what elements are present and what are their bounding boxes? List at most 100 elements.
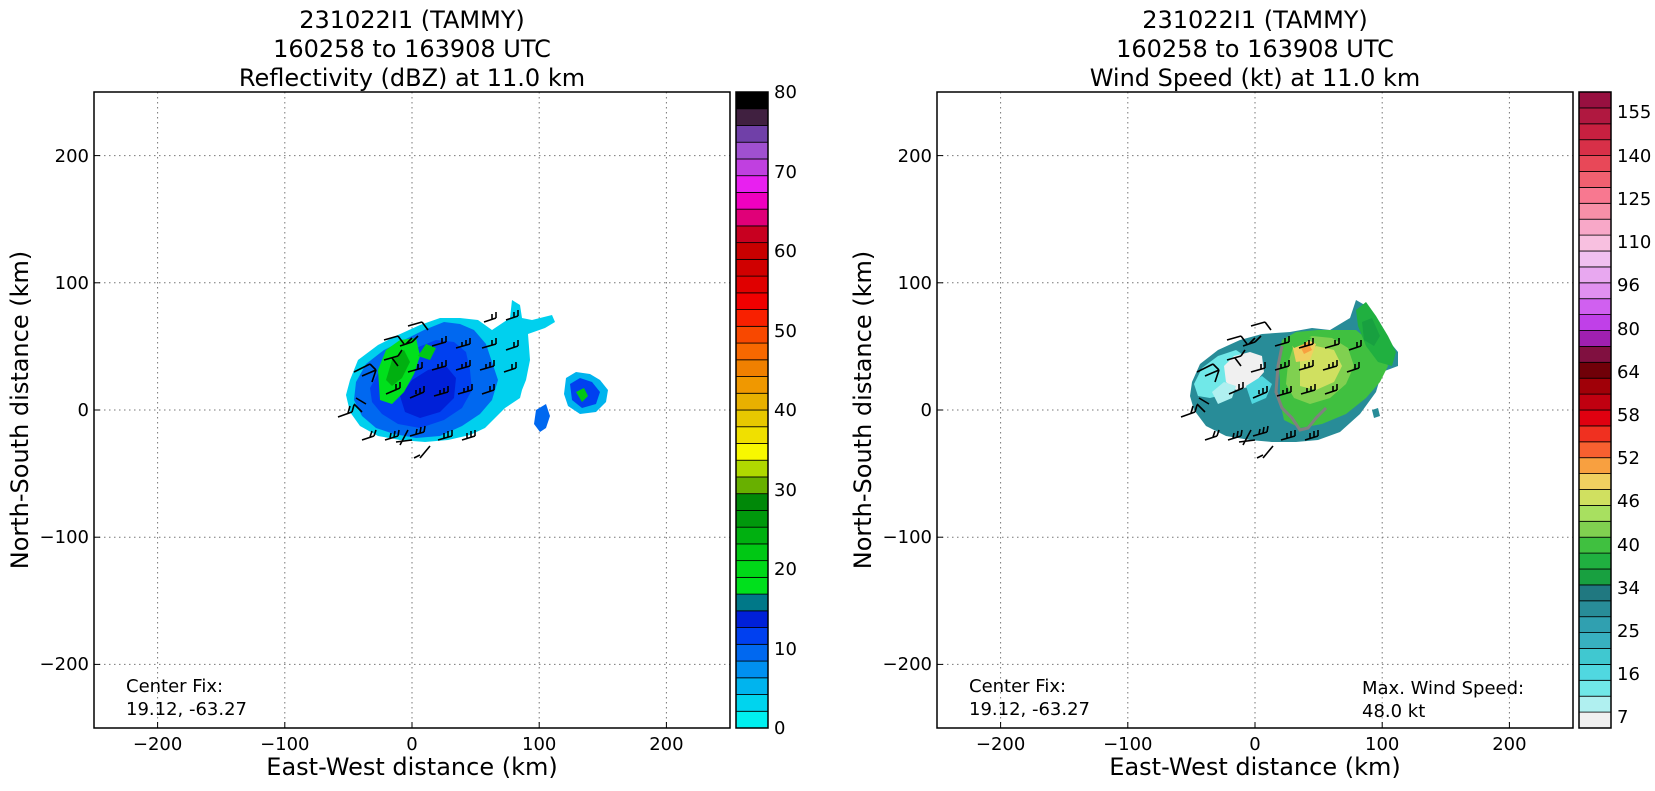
wind-tick-marks <box>937 155 1510 728</box>
reflectivity-colorbar-tick-label: 20 <box>774 559 797 580</box>
reflectivity-colorbar-tick-label: 80 <box>774 82 797 103</box>
wind-colorbar-tick-label: 16 <box>1617 664 1640 685</box>
colorbar-swatch <box>735 443 769 461</box>
wind-colorbar-tick-label: 34 <box>1617 578 1640 599</box>
colorbar-swatch <box>1578 632 1612 649</box>
wind-colorbar-tick-label: 110 <box>1617 232 1651 253</box>
colorbar-swatch <box>1578 409 1612 427</box>
wind-colorbar-ticks: 7 16 25 34 40 46 52 58 64 80 96 110 125 … <box>1617 102 1651 728</box>
colorbar-swatch <box>735 108 769 126</box>
wind-x-tick-label: 200 <box>1492 734 1526 755</box>
reflectivity-panel: 231022I1 (TAMMY) 160258 to 163908 UTC Re… <box>6 6 797 781</box>
wind-y-tick-label: 200 <box>898 146 932 167</box>
reflectivity-title-line-2: 160258 to 163908 UTC <box>273 35 551 63</box>
reflectivity-x-tick-label: 200 <box>649 734 683 755</box>
wind-y-axis-label: North-South distance (km) <box>849 251 877 570</box>
wind-colorbar-tick-label: 155 <box>1617 102 1651 123</box>
wind-x-tick-label: −100 <box>1103 734 1152 755</box>
wind-wind-barbs <box>1180 321 1362 459</box>
colorbar-swatch <box>735 593 769 612</box>
colorbar-swatch <box>735 192 769 210</box>
colorbar-swatch <box>735 258 769 277</box>
max-wind-speed-label: Max. Wind Speed: <box>1362 678 1524 699</box>
colorbar-swatch <box>735 141 769 160</box>
reflectivity-colorbar-tick-label: 10 <box>774 639 797 660</box>
colorbar-swatch <box>1578 91 1612 109</box>
colorbar-swatch <box>1578 250 1612 268</box>
colorbar-swatch <box>735 409 769 428</box>
wind-colorbar-tick-label: 46 <box>1617 491 1640 512</box>
colorbar-swatch <box>1578 218 1612 236</box>
reflectivity-y-tick-label: −200 <box>40 654 89 675</box>
wind-x-tick-label: −200 <box>976 734 1025 755</box>
colorbar-swatch <box>1578 139 1612 156</box>
colorbar-swatch <box>735 242 769 260</box>
colorbar-swatch <box>735 325 769 344</box>
reflectivity-grid <box>94 92 730 728</box>
wind-title-line-3: Wind Speed (kt) at 11.0 km <box>1090 64 1421 92</box>
wind-colorbar-tick-label: 125 <box>1617 189 1651 210</box>
reflectivity-colorbar-tick-label: 0 <box>774 718 785 739</box>
colorbar-swatch <box>1578 473 1612 490</box>
colorbar-swatch <box>1578 361 1612 379</box>
reflectivity-colorbar-ticks: 0 10 20 30 40 50 60 70 80 <box>774 82 797 739</box>
wind-y-tick-label: −100 <box>883 527 932 548</box>
colorbar-swatch <box>735 91 769 110</box>
wind-colorbar-tick-label: 80 <box>1617 319 1640 340</box>
reflectivity-x-tick-label: 0 <box>406 734 417 755</box>
reflectivity-colorbar-tick-label: 40 <box>774 400 797 421</box>
colorbar-swatch <box>735 643 769 662</box>
colorbar-swatch <box>735 576 769 595</box>
colorbar-swatch <box>735 376 769 394</box>
reflectivity-y-axis-label: North-South distance (km) <box>6 251 34 570</box>
reflectivity-colorbar-tick-label: 50 <box>774 321 797 342</box>
wind-colorbar-frame <box>1578 91 1612 729</box>
reflectivity-y-tick-label: 200 <box>55 146 89 167</box>
colorbar-swatch <box>1578 202 1612 220</box>
wind-speed-panel: 231022I1 (TAMMY) 160258 to 163908 UTC Wi… <box>849 6 1651 781</box>
colorbar-swatch <box>735 543 769 562</box>
colorbar-swatch <box>1578 393 1612 411</box>
colorbar-swatch <box>735 292 769 310</box>
wind-x-tick-label: 0 <box>1249 734 1260 755</box>
colorbar-swatch <box>1578 123 1612 141</box>
colorbar-swatch <box>1578 584 1612 602</box>
wind-colorbar-tick-label: 40 <box>1617 535 1640 556</box>
wind-y-tick-label: 0 <box>921 400 932 421</box>
wind-x-axis-label: East-West distance (km) <box>1109 753 1400 781</box>
colorbar-swatch <box>735 610 769 628</box>
colorbar-swatch <box>1578 536 1612 554</box>
colorbar-swatch <box>735 627 769 645</box>
colorbar-swatch <box>1578 282 1612 300</box>
reflectivity-x-tick-label: 100 <box>522 734 556 755</box>
colorbar-swatch <box>735 392 769 411</box>
wind-title-line-2: 160258 to 163908 UTC <box>1116 35 1394 63</box>
wind-colorbar <box>1578 91 1612 729</box>
reflectivity-colorbar-frame <box>735 91 769 729</box>
reflectivity-x-axis-label: East-West distance (km) <box>266 753 557 781</box>
wind-colorbar-tick-label: 64 <box>1617 362 1640 383</box>
colorbar-swatch <box>1578 266 1612 284</box>
colorbar-swatch <box>735 342 769 361</box>
colorbar-swatch <box>735 710 769 729</box>
colorbar-swatch <box>735 476 769 495</box>
reflectivity-x-tick-label: −100 <box>260 734 309 755</box>
colorbar-swatch <box>735 125 769 143</box>
wind-colorbar-tick-label: 140 <box>1617 146 1651 167</box>
colorbar-swatch <box>735 225 769 244</box>
colorbar-swatch <box>1578 155 1612 172</box>
colorbar-swatch <box>735 677 769 695</box>
colorbar-swatch <box>735 208 769 227</box>
reflectivity-x-tick-label: −200 <box>133 734 182 755</box>
colorbar-swatch <box>1578 504 1612 522</box>
colorbar-swatch <box>735 175 769 193</box>
colorbar-swatch <box>735 526 769 545</box>
colorbar-swatch <box>735 426 769 444</box>
colorbar-swatch <box>1578 489 1612 506</box>
reflectivity-title-line-3: Reflectivity (dBZ) at 11.0 km <box>239 64 585 92</box>
colorbar-swatch <box>1578 552 1612 570</box>
wind-colorbar-tick-label: 58 <box>1617 405 1640 426</box>
reflectivity-center-fix-value: 19.12, -63.27 <box>126 699 247 720</box>
wind-colorbar-tick-label: 52 <box>1617 448 1640 469</box>
